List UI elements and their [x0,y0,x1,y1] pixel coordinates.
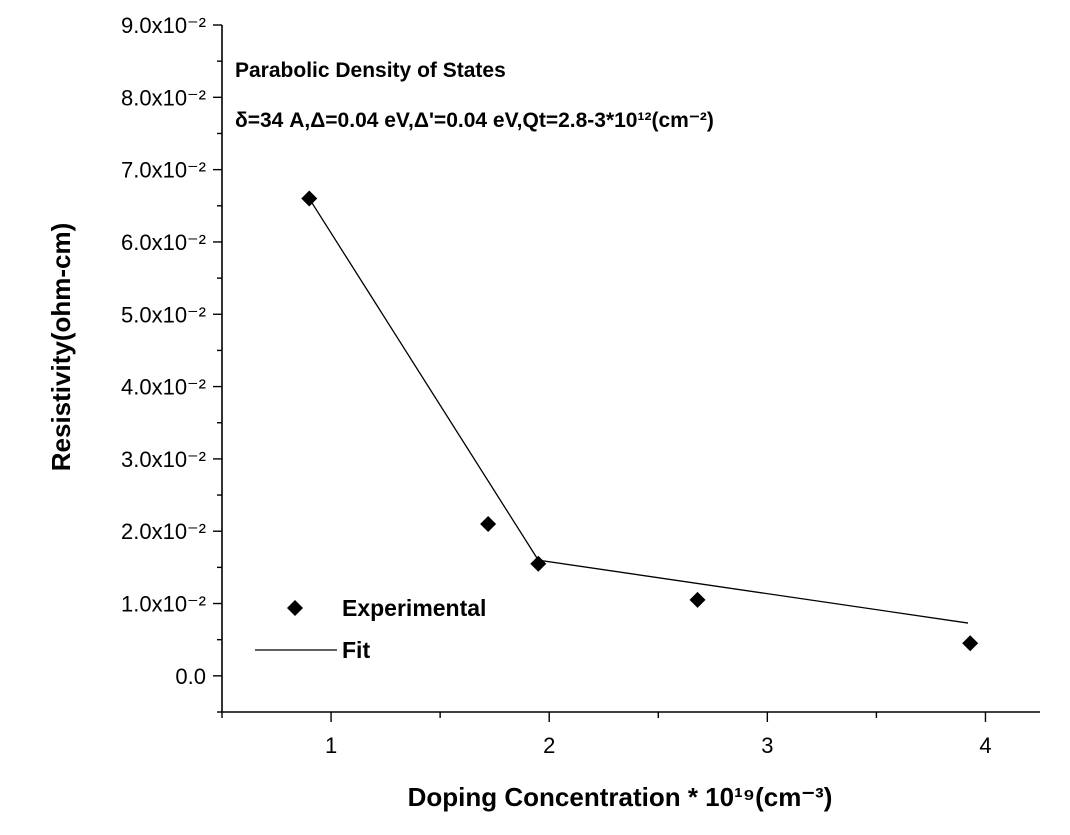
data-point [689,591,706,608]
x-axis-title: Doping Concentration * 10¹⁹(cm⁻³) [408,782,833,812]
y-tick-label: 2.0x10⁻² [121,519,206,544]
tick-labels: 0.0 1.0x10⁻² 2.0x10⁻² 3.0x10⁻² 4.0x10⁻² 5.0x1… [121,13,992,758]
legend-marker-experimental [287,600,303,616]
y-tick-label: 7.0x10⁻² [121,158,206,183]
annotation-parameters: δ=34 A,Δ=0.04 eV,Δ'=0.04 eV,Qt=2.8-3*10¹… [235,109,714,132]
y-tick-label: 6.0x10⁻² [121,230,206,255]
y-axis-title: Resistivity(ohm-cm) [46,223,76,472]
legend-label-fit: Fit [342,637,370,663]
x-tick-label: 3 [761,733,773,758]
data-point [480,515,497,532]
data-point [530,555,547,572]
y-tick-label: 9.0x10⁻² [121,13,206,38]
y-tick-label: 5.0x10⁻² [121,302,206,327]
y-tick-label: 1.0x10⁻² [121,592,206,617]
x-tick-label: 1 [325,733,337,758]
legend-label-experimental: Experimental [342,595,486,621]
y-tick-label: 3.0x10⁻² [121,447,206,472]
y-tick-label: 4.0x10⁻² [121,375,206,400]
x-tick-label: 2 [543,733,555,758]
axes [221,25,1040,713]
annotation-title: Parabolic Density of States [235,59,506,82]
data-point [301,190,318,207]
y-tick-label: 8.0x10⁻² [121,85,206,110]
legend: Experimental Fit [255,595,486,663]
data-point [962,635,979,652]
ticks [213,24,987,722]
fit-line [308,198,969,624]
x-tick-label: 4 [979,733,991,758]
series-layer [301,190,979,652]
y-tick-label: 0.0 [175,664,206,689]
